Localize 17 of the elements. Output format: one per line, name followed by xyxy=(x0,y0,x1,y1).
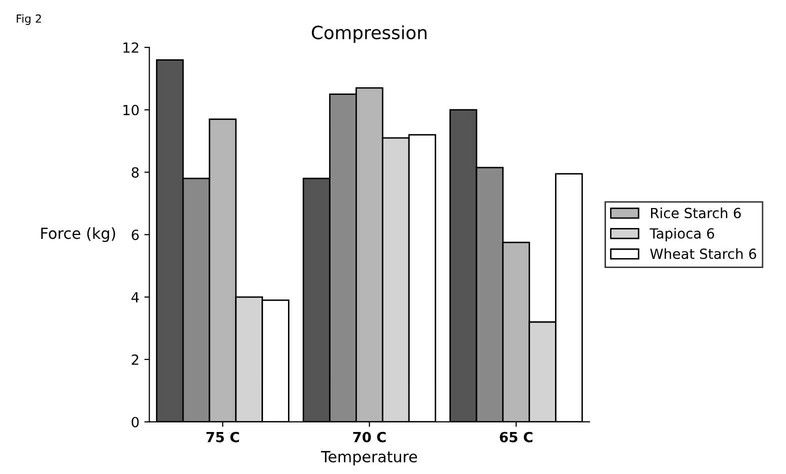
chart-title: Compression xyxy=(312,25,426,43)
y-tick-label: 12 xyxy=(123,42,138,53)
legend-label: Tapioca 6 xyxy=(650,228,714,242)
y-tick-label: 2 xyxy=(132,354,138,365)
x-tick-label: 70 C xyxy=(353,432,386,442)
legend-label: Rice Starch 6 xyxy=(651,208,741,218)
x-tick-label: 65 C xyxy=(500,432,532,442)
caption: Fig 2 xyxy=(16,14,41,25)
y-tick-label: 6 xyxy=(132,230,139,240)
x-axis-title: Temperature xyxy=(320,451,417,466)
y-tick-label: 4 xyxy=(131,292,139,302)
legend-label: Wheat Starch 6 xyxy=(650,248,756,260)
y-axis-title: Force (kg) xyxy=(41,227,116,242)
y-tick-label: 0 xyxy=(132,416,139,428)
y-tick-label: 10 xyxy=(123,104,139,116)
y-tick-label: 8 xyxy=(132,167,139,178)
x-tick-label: 75 C xyxy=(206,432,239,442)
